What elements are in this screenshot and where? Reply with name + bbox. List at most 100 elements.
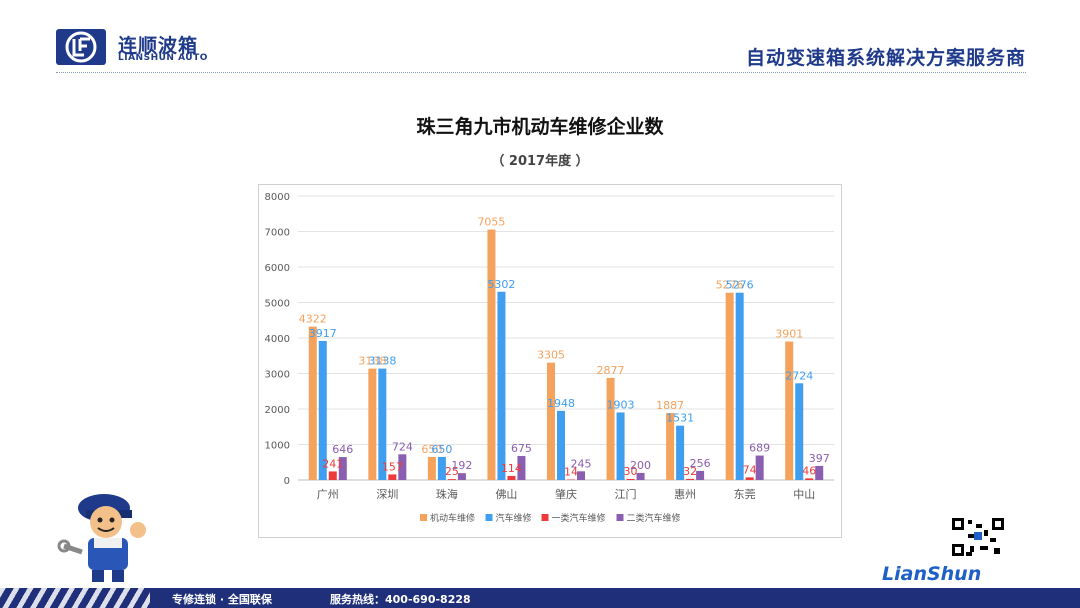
bar	[815, 465, 824, 480]
footer-tagline: 专修连锁 · 全国联保	[172, 593, 272, 606]
bar	[676, 425, 685, 480]
legend-swatch	[485, 514, 493, 521]
bar	[497, 291, 506, 480]
bar	[577, 471, 585, 480]
x-tick-label: 肇庆	[555, 487, 577, 501]
x-tick-label: 东莞	[734, 488, 756, 501]
bar	[338, 457, 347, 480]
footer-stripes	[0, 588, 150, 608]
x-tick-label: 广州	[317, 488, 339, 501]
y-tick-label: 7000	[265, 228, 290, 239]
data-label: 1903	[607, 398, 635, 411]
bar	[606, 377, 615, 480]
header: 连顺波箱 LIANSHUN AUTO 自动变速箱系统解决方案服务商	[0, 0, 1080, 74]
y-tick-label: 3000	[265, 370, 290, 381]
data-label: 157	[382, 460, 403, 473]
header-divider	[56, 72, 1026, 73]
data-label: 2877	[597, 364, 625, 377]
data-label: 646	[332, 443, 353, 456]
bar	[725, 292, 734, 480]
bar	[616, 412, 625, 480]
bar	[517, 456, 526, 480]
legend-swatch	[616, 514, 624, 521]
data-label: 32	[683, 465, 697, 478]
bar	[696, 470, 705, 480]
x-tick-label: 深圳	[376, 488, 398, 501]
data-label: 14	[564, 466, 578, 479]
bar	[378, 368, 387, 480]
data-label: 200	[630, 459, 651, 472]
bar	[745, 477, 754, 480]
data-label: 5276	[726, 279, 754, 292]
bar	[755, 455, 764, 480]
data-label: 30	[624, 465, 638, 478]
data-label: 650	[431, 443, 452, 456]
bar	[666, 413, 675, 480]
bar	[457, 473, 466, 480]
qr-code-icon	[950, 516, 1006, 558]
chart-subtitle: （ 2017年度 ）	[491, 154, 589, 169]
data-label: 689	[749, 442, 770, 455]
bar	[328, 471, 337, 480]
chart-container: 0 1000 2000 3000 4000 5000 6000 7000 8000 4322 39…	[258, 184, 842, 542]
legend-label: 汽车维修	[496, 512, 532, 524]
bar	[398, 454, 407, 480]
bar	[805, 478, 814, 480]
bar	[626, 478, 635, 480]
y-tick-label: 5000	[265, 299, 290, 310]
data-label: 5276	[716, 279, 744, 292]
bar	[447, 479, 456, 480]
y-tick-label: 1000	[265, 441, 290, 452]
footer-hotline: 服务热线：400-690-8228	[330, 593, 471, 606]
legend-swatch	[541, 514, 549, 521]
data-label: 2724	[785, 369, 813, 382]
data-label: 3138	[358, 355, 386, 368]
x-tick-label: 惠州	[674, 487, 696, 501]
data-label: 256	[690, 457, 711, 470]
x-tick-label: 佛山	[495, 488, 517, 501]
y-tick-label: 0	[284, 476, 290, 487]
bar	[368, 368, 377, 480]
lianshun-logo-icon	[56, 29, 106, 65]
data-label: 3917	[309, 327, 337, 340]
data-label: 4322	[299, 313, 327, 326]
logo-chinese-name: 连顺波箱	[118, 35, 199, 57]
bar	[735, 292, 744, 480]
bar	[686, 478, 695, 480]
y-tick-label: 2000	[265, 405, 290, 416]
data-label: 241	[322, 457, 343, 470]
bar	[487, 229, 496, 480]
data-label: 114	[501, 462, 522, 475]
footer-bar: 专修连锁 · 全国联保 服务热线：400-690-8228	[0, 588, 1080, 608]
lianshun-brand-logo: LianShun	[882, 563, 982, 585]
bar	[636, 472, 645, 480]
data-label: 3901	[775, 328, 803, 341]
chart-title: 珠三角九市机动车维修企业数	[416, 116, 664, 138]
data-label: 650	[421, 443, 442, 456]
data-label: 192	[451, 459, 472, 472]
bar	[785, 341, 794, 480]
y-tick-label: 6000	[265, 263, 290, 274]
data-label: 397	[809, 452, 830, 465]
data-label: 245	[571, 457, 592, 470]
y-tick-label: 4000	[265, 334, 290, 345]
bar	[318, 340, 327, 480]
x-tick-label: 江门	[615, 487, 637, 501]
logo-english-name: LIANSHUN AUTO	[118, 53, 208, 63]
data-label: 1887	[656, 399, 684, 412]
bar	[795, 383, 804, 480]
bar	[557, 410, 565, 480]
data-label: 7055	[477, 216, 505, 229]
legend-label: 二类汽车维修	[627, 512, 681, 524]
data-label: 74	[743, 463, 757, 476]
y-tick-label: 8000	[265, 192, 290, 203]
bar	[547, 362, 555, 480]
x-tick-label: 珠海	[436, 487, 458, 501]
data-label: 1531	[666, 412, 694, 425]
bar	[437, 456, 446, 480]
legend-label: 一类汽车维修	[552, 512, 606, 524]
data-label: 724	[392, 440, 413, 453]
bar	[427, 456, 436, 480]
bar	[308, 326, 317, 480]
